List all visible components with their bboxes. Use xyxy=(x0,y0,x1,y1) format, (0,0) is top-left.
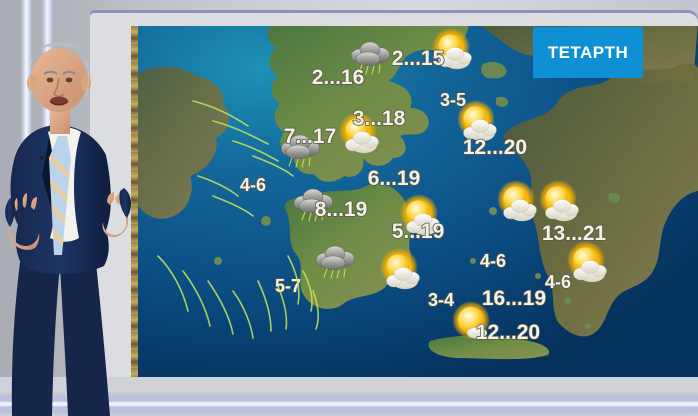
svg-text:7...17: 7...17 xyxy=(284,125,337,148)
svg-text:5...19: 5...19 xyxy=(392,220,445,243)
svg-text:16...19: 16...19 xyxy=(482,287,546,310)
svg-text:3...18: 3...18 xyxy=(353,107,406,130)
svg-text:2...15: 2...15 xyxy=(392,47,445,70)
svg-text:12...20: 12...20 xyxy=(476,321,540,344)
svg-text:4-6: 4-6 xyxy=(480,251,506,271)
svg-text:3-5: 3-5 xyxy=(440,90,466,110)
svg-text:4-6: 4-6 xyxy=(545,272,571,292)
svg-text:12...20: 12...20 xyxy=(463,136,527,159)
svg-text:3-4: 3-4 xyxy=(428,290,454,310)
svg-text:6...19: 6...19 xyxy=(368,167,421,190)
svg-text:2...16: 2...16 xyxy=(312,66,365,89)
svg-text:13...21: 13...21 xyxy=(542,222,607,245)
svg-text:4-6: 4-6 xyxy=(240,175,266,195)
svg-text:8...19: 8...19 xyxy=(315,198,368,221)
